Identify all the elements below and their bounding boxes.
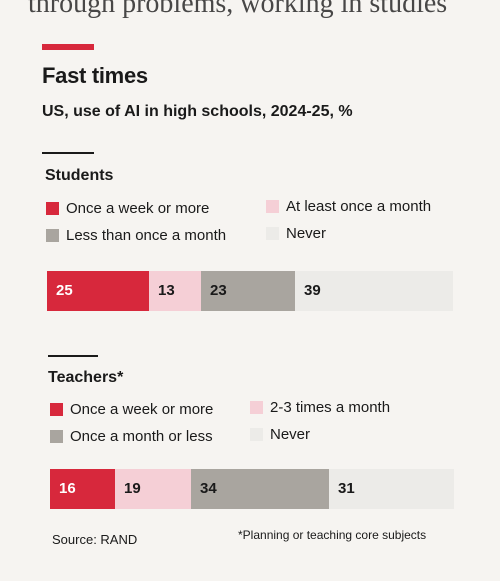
legend-swatch-weekly — [50, 403, 63, 416]
students-value-label-never: 39 — [304, 282, 321, 299]
accent-bar — [42, 44, 94, 50]
legend-label: Never — [270, 426, 311, 443]
teachers-legend-monthly: 2-3 times a month — [250, 399, 390, 416]
students-rule — [42, 152, 94, 154]
teachers-bar-segment-weekly — [50, 469, 115, 509]
legend-label: Less than once a month — [66, 227, 227, 244]
students-bar-segment-weekly — [47, 271, 149, 311]
students-legend-weekly: Once a week or more — [46, 200, 209, 217]
teachers-value-label-monthly: 19 — [124, 480, 141, 497]
students-bar-segment-less — [201, 271, 295, 311]
students-value-label-monthly: 13 — [158, 282, 175, 299]
legend-swatch-weekly — [46, 202, 59, 215]
students-bar-segment-never — [295, 271, 453, 311]
legend-swatch-monthly — [250, 401, 263, 414]
teachers-bar-segment-never — [329, 469, 454, 509]
source-note: Source: RAND — [52, 532, 138, 547]
article-text-fragment: through problems, working in studies — [28, 0, 448, 19]
students-legend-monthly: At least once a month — [266, 198, 431, 215]
students-legend-less: Less than once a month — [46, 227, 226, 244]
chart-title: Fast times — [42, 63, 148, 88]
students-legend-never: Never — [266, 225, 326, 242]
students-stacked-bar: 25 13 23 39 — [47, 271, 453, 311]
legend-swatch-never — [266, 227, 279, 240]
teachers-value-label-weekly: 16 — [59, 480, 76, 497]
legend-label: At least once a month — [286, 198, 432, 215]
legend-label: 2-3 times a month — [270, 399, 391, 416]
legend-label: Once a week or more — [70, 401, 214, 418]
chart-subtitle: US, use of AI in high schools, 2024-25, … — [42, 103, 353, 120]
teachers-legend-never: Never — [250, 426, 310, 443]
teachers-section-title: Teachers* — [48, 369, 124, 386]
teachers-rule — [48, 355, 98, 357]
students-section-title: Students — [45, 167, 114, 184]
teachers-value-label-never: 31 — [338, 480, 355, 497]
students-value-label-weekly: 25 — [56, 282, 73, 299]
footnote: *Planning or teaching core subjects — [238, 528, 427, 542]
teachers-legend-less: Once a month or less — [50, 428, 213, 445]
teachers-value-label-less: 34 — [200, 480, 217, 497]
legend-swatch-less — [46, 229, 59, 242]
legend-label: Once a month or less — [70, 428, 213, 445]
legend-label: Once a week or more — [66, 200, 210, 217]
teachers-stacked-bar: 16 19 34 31 — [50, 469, 454, 509]
teachers-bar-segment-monthly — [115, 469, 191, 509]
legend-swatch-monthly — [266, 200, 279, 213]
teachers-legend-weekly: Once a week or more — [50, 401, 213, 418]
legend-swatch-never — [250, 428, 263, 441]
students-value-label-less: 23 — [210, 282, 227, 299]
teachers-bar-segment-less — [191, 469, 329, 509]
legend-swatch-less — [50, 430, 63, 443]
legend-label: Never — [286, 225, 327, 242]
students-bar-segment-monthly — [149, 271, 201, 311]
